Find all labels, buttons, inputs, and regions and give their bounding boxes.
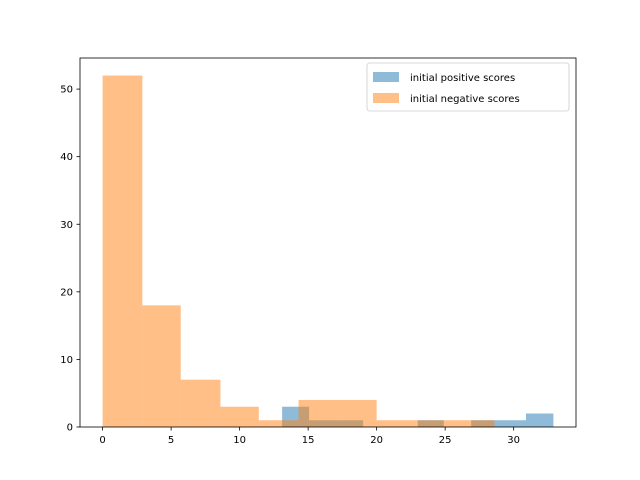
x-tick-label: 5	[168, 435, 174, 446]
legend-box	[366, 62, 570, 112]
histogram-bar-series-1-bin-8	[416, 420, 455, 427]
x-axis-ticks: 0 5 10 15 20 25 30	[99, 427, 520, 446]
x-tick-label: 30	[507, 435, 520, 446]
legend-label: initial negative scores	[410, 94, 520, 105]
y-tick-label: 20	[60, 287, 73, 298]
histogram-bar-series-1-bin-3	[220, 406, 259, 427]
histogram-bar-series-1-bin-7	[376, 420, 417, 427]
histogram-bar-series-1-bin-0	[102, 75, 143, 428]
x-tick-label: 25	[439, 435, 452, 446]
y-tick-label: 50	[60, 85, 73, 96]
y-tick-label: 10	[60, 355, 73, 366]
y-tick-label: 30	[60, 220, 73, 231]
histogram-bar-series-1-bin-2	[180, 379, 221, 427]
legend-swatch	[373, 93, 399, 103]
y-axis-ticks: 0 10 20 30 40 50	[60, 85, 80, 434]
x-tick-label: 20	[370, 435, 383, 446]
x-tick-label: 0	[99, 435, 105, 446]
histogram-bar-series-1-bin-5	[298, 399, 337, 427]
histogram-bar-series-1-bin-4	[258, 420, 299, 427]
histogram-bar-series-1-bin-6	[336, 399, 377, 427]
y-tick-label: 0	[67, 423, 73, 434]
legend-swatch	[373, 72, 399, 82]
legend-label: initial positive scores	[410, 73, 515, 84]
histogram-bar-series-0-bin-6	[525, 413, 554, 427]
legend: initial positive scores initial negative …	[366, 62, 570, 112]
axes-frame	[79, 57, 577, 428]
histogram-bar-series-1-bin-1	[142, 305, 181, 427]
y-tick-label: 40	[60, 152, 73, 163]
histogram-bar-series-0-bin-5	[498, 420, 526, 427]
x-tick-label: 10	[233, 435, 246, 446]
bars-layer	[102, 75, 554, 428]
x-tick-label: 15	[302, 435, 315, 446]
histogram-bar-series-1-bin-9	[454, 420, 495, 427]
